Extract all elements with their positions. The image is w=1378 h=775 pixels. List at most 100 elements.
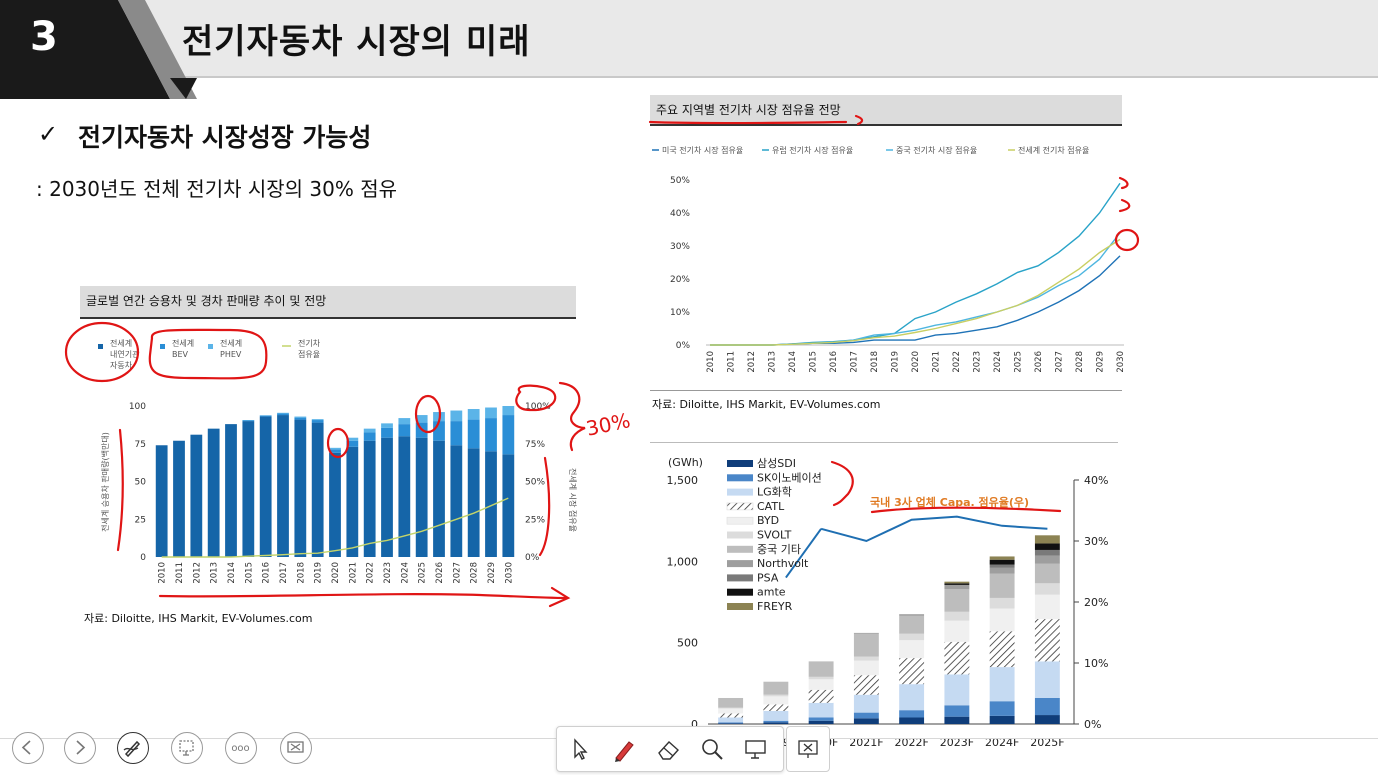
pen-tool[interactable] (607, 733, 641, 765)
chevron-left-icon (21, 740, 31, 755)
legend-label: 중국 전기차 시장 점유율 (896, 145, 977, 155)
bar-segment (944, 611, 970, 621)
bar-segment (763, 704, 789, 711)
x-tick-label: 2014 (788, 351, 798, 373)
y-tick-label: 50% (670, 176, 690, 186)
y-axis-label: 전세계 승용차 판매량(백만대) (100, 432, 110, 532)
bullet-heading: 전기자동차 시장성장 가능성 (78, 123, 372, 152)
bar-segment (853, 675, 879, 695)
more-options-button[interactable]: ooo (225, 732, 257, 764)
x-tick-label: 2029 (1096, 351, 1106, 373)
bar-segment (853, 633, 879, 657)
bar-segment (944, 705, 970, 717)
bar-segment (1034, 661, 1060, 698)
bar-segment (899, 640, 925, 659)
bar-segment (467, 419, 480, 449)
screen-options-button[interactable] (280, 732, 312, 764)
bar-segment (502, 415, 515, 455)
zoom-tool[interactable] (695, 733, 729, 765)
x-tick-label: 2017 (279, 562, 289, 584)
bar-segment (329, 452, 341, 557)
presenter-view-tool[interactable] (739, 733, 773, 765)
x-tick-label: 2026 (435, 562, 445, 584)
bar-segment (944, 641, 970, 675)
bar-segment (989, 564, 1015, 568)
bar-segment (398, 418, 411, 425)
legend-label: 자동차 (110, 361, 133, 370)
series-line (710, 255, 1121, 346)
y2-tick-label: 0% (525, 553, 540, 563)
y2-tick-label: 100% (525, 402, 551, 412)
series-line (710, 238, 1121, 346)
legend-swatch (727, 574, 753, 582)
more-icon: ooo (231, 743, 249, 754)
legend-label: Northvolt (757, 557, 809, 570)
presenter-icon (745, 740, 766, 759)
line-annotation: 국내 3사 업체 Capa. 점유율(우) (870, 495, 1029, 509)
bar-segment (155, 445, 168, 557)
bar-segment (381, 427, 393, 438)
bar-segment (718, 708, 744, 714)
legend-label: 내연기관 (110, 349, 140, 359)
bar-segment (989, 556, 1015, 560)
pen-menu-button[interactable] (117, 732, 149, 764)
y-tick-label: 500 (677, 637, 698, 650)
bar-segment (808, 720, 834, 724)
see-all-slides-button[interactable] (171, 732, 203, 764)
bar-segment (899, 684, 925, 711)
y2-tick-label: 25% (525, 515, 545, 525)
x-tick-label: 2025 (1014, 351, 1024, 373)
bar-segment (944, 584, 970, 589)
legend-swatch (727, 531, 753, 539)
x-tick-label: 2027 (452, 562, 462, 584)
x-tick-label: 2021 (932, 351, 942, 373)
bar-segment (944, 588, 970, 612)
y2-tick-label: 50% (525, 478, 545, 488)
bar-segment (363, 432, 376, 441)
exit-pen-button[interactable] (786, 726, 830, 772)
pointer-tool[interactable] (563, 733, 597, 765)
legend-label: 삼성SDI (757, 457, 796, 470)
legend-label: 전기차 (298, 338, 321, 348)
bar-segment (1034, 583, 1060, 595)
bar-segment (763, 722, 789, 724)
x-tick-label: 2030 (1116, 351, 1126, 373)
pen-icon (123, 740, 141, 758)
bar-segment (853, 694, 879, 713)
bar-segment (763, 694, 789, 697)
bar-segment (277, 413, 289, 416)
bar-segment (808, 702, 834, 718)
bar-segment (899, 717, 925, 724)
y-tick-label: 1,000 (667, 555, 699, 568)
bar-segment (989, 608, 1015, 632)
legend-label: amte (757, 586, 786, 599)
x-tick-label: 2018 (870, 351, 880, 373)
bar-segment (311, 419, 324, 421)
legend-swatch (727, 545, 753, 553)
next-slide-button[interactable] (64, 732, 96, 764)
legend-label: CATL (757, 500, 785, 513)
legend-swatch (208, 344, 213, 349)
series-line (710, 182, 1121, 346)
bottom-right-chart-rule (650, 442, 1118, 443)
bar-segment (259, 416, 272, 557)
bar-segment (450, 410, 463, 422)
x-tick-label: 2012 (192, 562, 202, 584)
bar-segment (1034, 535, 1060, 544)
bar-segment (259, 415, 272, 416)
prev-slide-button[interactable] (12, 732, 44, 764)
left-chart-source: 자료: Diloitte, IHS Markit, EV-Volumes.com (84, 612, 313, 625)
y-tick-label: 20% (670, 275, 690, 285)
y2-tick-label: 10% (1084, 657, 1108, 670)
x-tick-label: 2011 (175, 562, 185, 584)
bar-segment (899, 615, 925, 634)
eraser-tool[interactable] (651, 733, 685, 765)
screen-icon (287, 741, 304, 753)
bar-segment (1034, 563, 1060, 584)
bar-segment (1034, 555, 1060, 564)
bar-segment (1034, 543, 1060, 550)
x-tick-label: 2018 (296, 562, 306, 584)
y-tick-label: 0 (140, 553, 146, 563)
legend-label: BYD (757, 514, 779, 527)
bar-segment (467, 409, 480, 420)
